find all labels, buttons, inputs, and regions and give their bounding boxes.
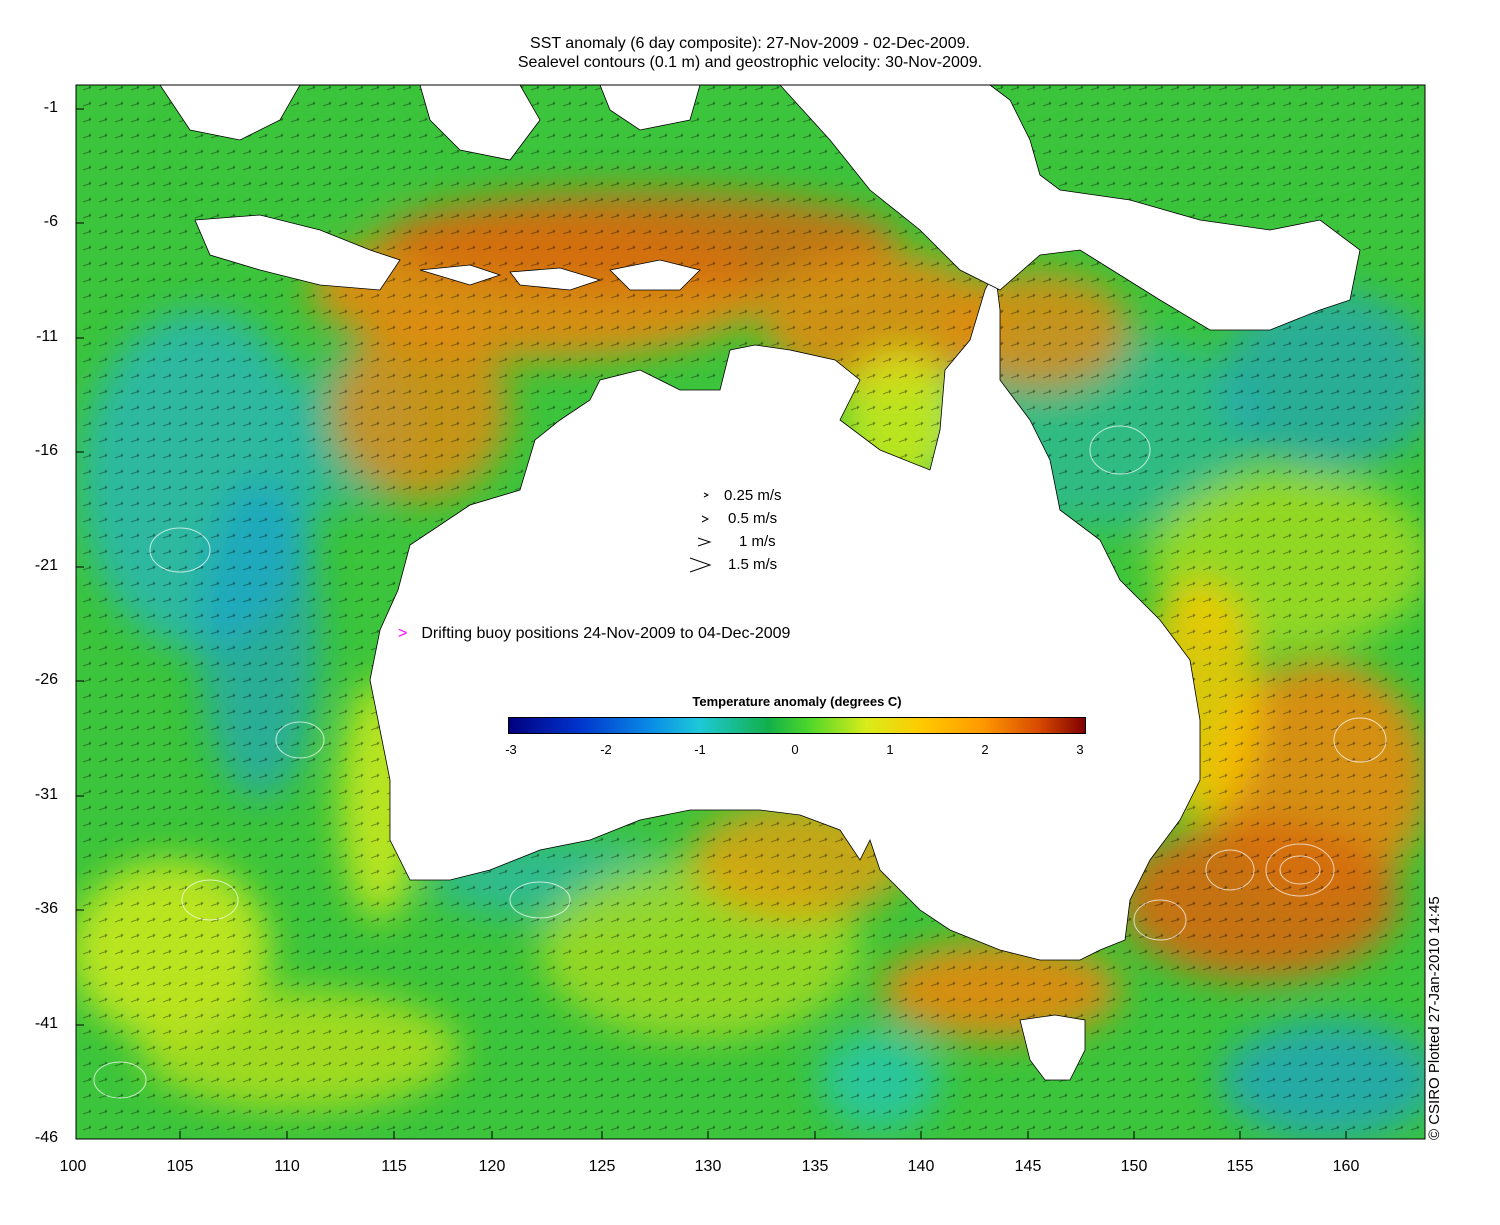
colorbar-tick: -2 xyxy=(600,742,612,757)
lon-tick-label: 110 xyxy=(274,1158,300,1175)
colorbar-title: Temperature anomaly (degrees C) xyxy=(692,694,902,709)
colorbar-tick: 3 xyxy=(1076,742,1084,757)
lon-tick-label: 160 xyxy=(1332,1158,1360,1175)
lon-tick-label: 115 xyxy=(381,1158,407,1175)
colorbar-tick: 0 xyxy=(791,742,799,757)
lon-tick-label: 155 xyxy=(1226,1158,1254,1175)
axis-ticks xyxy=(76,108,1347,1139)
lon-tick-label: 100 xyxy=(59,1158,87,1175)
java-land xyxy=(194,214,401,291)
sealevel-contours xyxy=(93,425,1387,1099)
csiro-credit: © CSIRO Plotted 27-Jan-2010 14:45 xyxy=(1426,896,1443,1140)
lat-tick-label: -26 xyxy=(34,671,58,688)
lat-tick-label: -6 xyxy=(43,213,58,230)
lat-tick-label: -36 xyxy=(34,900,58,917)
lon-tick-label: 135 xyxy=(801,1158,829,1175)
map-title-line-1: SST anomaly (6 day composite): 27-Nov-20… xyxy=(530,35,970,52)
velocity-legend-arrows xyxy=(689,492,712,573)
lon-tick-label: 125 xyxy=(588,1158,616,1175)
velocity-legend-label-0: 0.25 m/s xyxy=(724,487,782,504)
lon-tick-label: 140 xyxy=(907,1158,935,1175)
lat-tick-label: -41 xyxy=(34,1015,58,1032)
colorbar-tick: 2 xyxy=(981,742,989,757)
arrow-0-5 xyxy=(701,515,710,523)
velocity-legend-label-2: 1 m/s xyxy=(739,533,776,550)
map-layers xyxy=(76,85,1425,1139)
velocity-legend-label-1: 0.5 m/s xyxy=(728,510,778,527)
tasmania-land xyxy=(1019,1014,1086,1081)
lat-tick-label: -1 xyxy=(43,99,58,116)
buoy-marker-icon: > xyxy=(398,625,408,642)
lat-tick-label: -46 xyxy=(34,1129,58,1146)
lon-tick-label: 120 xyxy=(478,1158,506,1175)
colorbar-tick: 1 xyxy=(886,742,894,757)
lat-tick-label: -31 xyxy=(34,786,58,803)
lon-tick-label: 145 xyxy=(1014,1158,1042,1175)
arrow-1-5 xyxy=(689,557,712,573)
lat-tick-label: -16 xyxy=(34,442,58,459)
new-guinea-land xyxy=(779,85,1361,331)
arrow-0-25 xyxy=(703,492,710,498)
buoy-legend-text: Drifting buoy positions 24-Nov-2009 to 0… xyxy=(421,625,791,642)
colorbar-tick: -3 xyxy=(505,742,517,757)
lon-tick-label: 130 xyxy=(694,1158,722,1175)
colorbar-tick: -1 xyxy=(694,742,706,757)
map-title-line-2: Sealevel contours (0.1 m) and geostrophi… xyxy=(517,54,983,71)
land-masses xyxy=(159,85,1361,1081)
velocity-legend-label-3: 1.5 m/s xyxy=(728,556,778,573)
australia-land xyxy=(369,268,1201,961)
lesser-sunda-land xyxy=(419,259,701,291)
colorbar xyxy=(508,717,1086,734)
lon-tick-label: 150 xyxy=(1120,1158,1148,1175)
lon-tick-label: 105 xyxy=(166,1158,194,1175)
borneo-sulawesi-land xyxy=(159,85,701,161)
plot-frame xyxy=(75,84,1426,1140)
lat-tick-label: -21 xyxy=(34,557,58,574)
buoy-legend: > Drifting buoy positions 24-Nov-2009 to … xyxy=(398,625,790,643)
lat-tick-label: -11 xyxy=(36,328,58,345)
arrow-1 xyxy=(697,537,712,547)
